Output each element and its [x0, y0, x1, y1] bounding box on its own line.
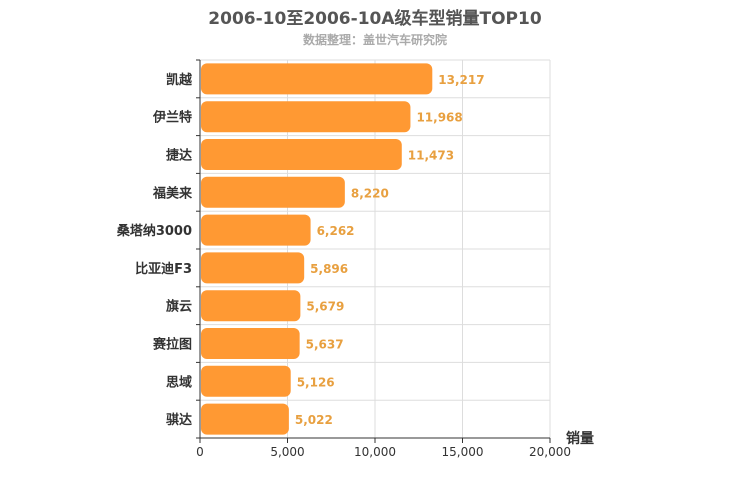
bar[interactable]: [201, 139, 402, 170]
bar[interactable]: [201, 214, 311, 246]
x-tick-label: 20,000: [529, 445, 571, 459]
x-tick-label: 5,000: [270, 445, 304, 459]
value-label: 6,262: [317, 224, 355, 238]
x-tick-label: 0: [196, 445, 204, 459]
value-label: 5,896: [310, 262, 348, 276]
category-label: 福美来: [152, 185, 193, 201]
value-label: 5,126: [297, 375, 335, 389]
value-label: 8,220: [351, 186, 389, 200]
chart-subtitle: 数据整理：盖世汽车研究院: [302, 33, 447, 47]
bar[interactable]: [201, 176, 345, 208]
category-label: 桑塔纳3000: [116, 223, 192, 239]
category-label: 伊兰特: [152, 110, 192, 126]
bar[interactable]: [201, 328, 300, 359]
category-label: 思域: [166, 374, 192, 390]
category-label: 凯越: [166, 72, 193, 88]
value-label: 5,022: [295, 413, 333, 427]
value-label: 11,473: [408, 149, 454, 163]
bar[interactable]: [201, 403, 289, 435]
bar[interactable]: [201, 101, 411, 133]
category-label: 捷达: [166, 148, 192, 164]
category-label: 骐达: [166, 412, 192, 428]
category-label: 赛拉图: [152, 337, 192, 353]
bar[interactable]: [201, 365, 291, 397]
category-label: 比亚迪F3: [135, 261, 192, 277]
category-label: 旗云: [166, 299, 192, 315]
bar[interactable]: [201, 290, 301, 322]
bar[interactable]: [201, 63, 433, 95]
x-axis-title: 销量: [566, 430, 594, 447]
bar[interactable]: [201, 252, 305, 284]
value-label: 13,217: [438, 73, 484, 87]
value-label: 5,679: [306, 300, 344, 314]
chart-title: 2006-10至2006-10A级车型销量TOP10: [208, 9, 542, 29]
value-label: 11,968: [416, 111, 462, 125]
x-tick-label: 10,000: [354, 445, 396, 459]
x-tick-label: 15,000: [442, 445, 484, 459]
value-label: 5,637: [306, 338, 344, 352]
